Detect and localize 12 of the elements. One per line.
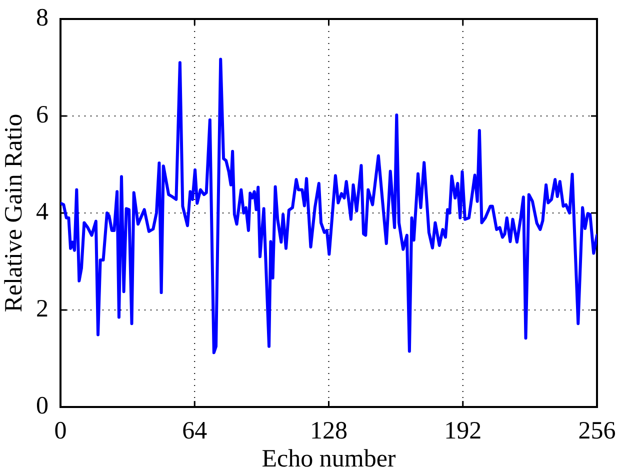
x-tick-label: 64 <box>182 418 208 445</box>
y-tick-label: 6 <box>36 102 48 129</box>
x-tick-label: 128 <box>310 418 348 445</box>
y-tick-label: 0 <box>36 392 48 420</box>
x-axis-title: Echo number <box>262 446 396 473</box>
x-tick-label: 256 <box>578 418 616 445</box>
y-axis-title: Relative Gain Ratio <box>0 114 28 312</box>
y-tick-label: 8 <box>36 4 48 32</box>
x-tick-label: 192 <box>444 418 482 445</box>
y-tick-label: 4 <box>36 198 49 226</box>
y-tick-label: 2 <box>36 296 48 323</box>
x-tick-label: 0 <box>54 418 67 445</box>
